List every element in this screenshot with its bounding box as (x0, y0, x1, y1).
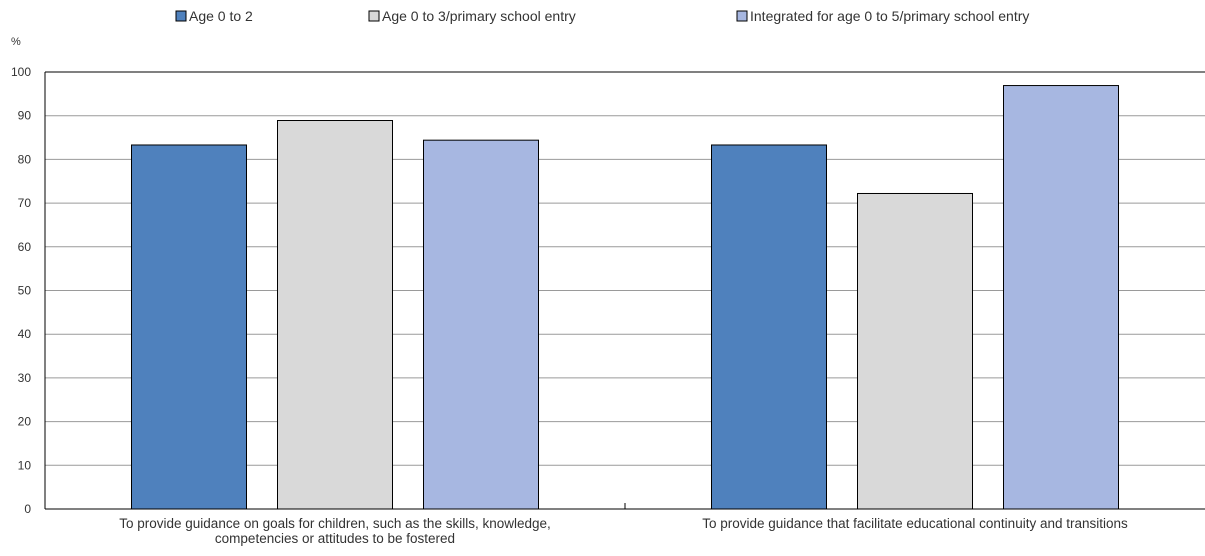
bar (131, 144, 247, 510)
bar (277, 120, 393, 510)
y-tick-label: 70 (18, 196, 32, 210)
legend-label: Integrated for age 0 to 5/primary school… (750, 8, 1029, 24)
legend-swatch (368, 10, 380, 22)
legend-label: Age 0 to 2 (189, 8, 253, 24)
y-tick-label: 100 (11, 65, 31, 79)
y-tick-label: 80 (18, 152, 32, 166)
bar (711, 144, 827, 510)
y-tick-label: 50 (18, 284, 32, 298)
x-tick-label: To provide guidance on goals for childre… (119, 516, 551, 531)
legend-swatch (736, 10, 748, 22)
y-axis-label: % (11, 36, 21, 48)
bar (423, 139, 539, 510)
bar (1003, 85, 1119, 510)
y-tick-label: 90 (18, 109, 32, 123)
legend-swatch (175, 10, 187, 22)
y-tick-label: 0 (24, 502, 31, 516)
x-tick-label: competencies or attitudes to be fostered (215, 531, 455, 546)
y-tick-label: 20 (18, 415, 32, 429)
y-tick-label: 60 (18, 240, 32, 254)
y-tick-label: 30 (18, 371, 32, 385)
y-tick-label: 40 (18, 327, 32, 341)
bar (857, 192, 973, 510)
y-tick-label: 10 (18, 458, 32, 472)
legend-label: Age 0 to 3/primary school entry (382, 8, 576, 24)
x-tick-label: To provide guidance that facilitate educ… (702, 516, 1128, 531)
